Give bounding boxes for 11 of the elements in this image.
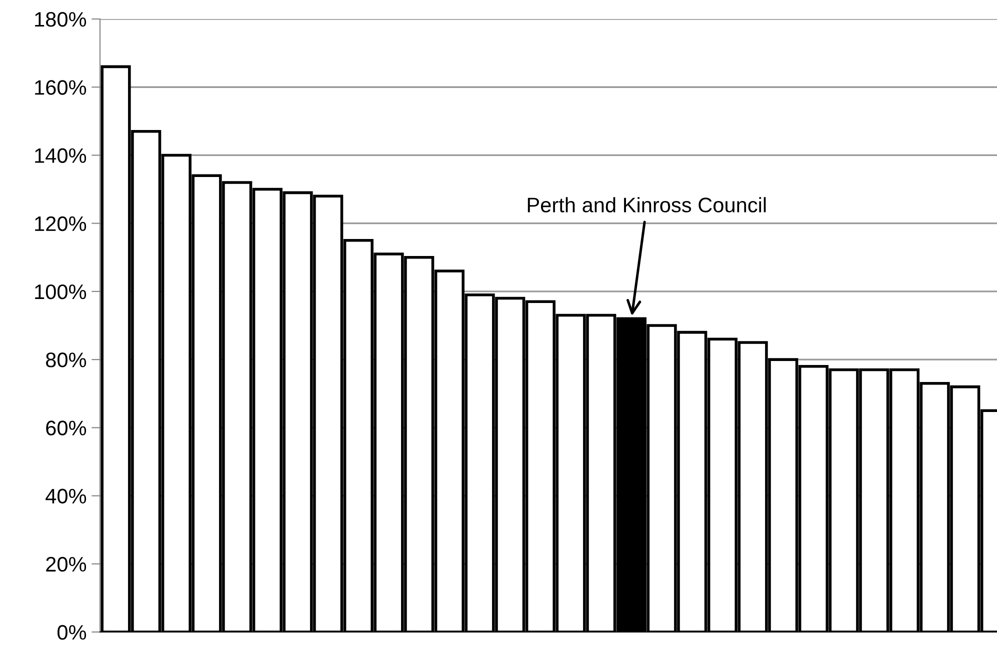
y-tick-label: 80% [46,352,86,368]
y-tick-label: 160% [35,80,86,95]
y-tick-label: 40% [46,488,86,504]
y-tick-label: 140% [35,148,86,163]
y-tick-label: 100% [35,284,86,300]
annotation: Perth and Kinross Council [528,197,766,212]
y-tick-label: 180% [35,12,86,27]
y-tick-label: 20% [46,556,86,572]
y-tick-label: 0% [58,625,86,640]
y-tick-label: 60% [46,420,86,436]
y-tick-label: 120% [35,216,86,232]
